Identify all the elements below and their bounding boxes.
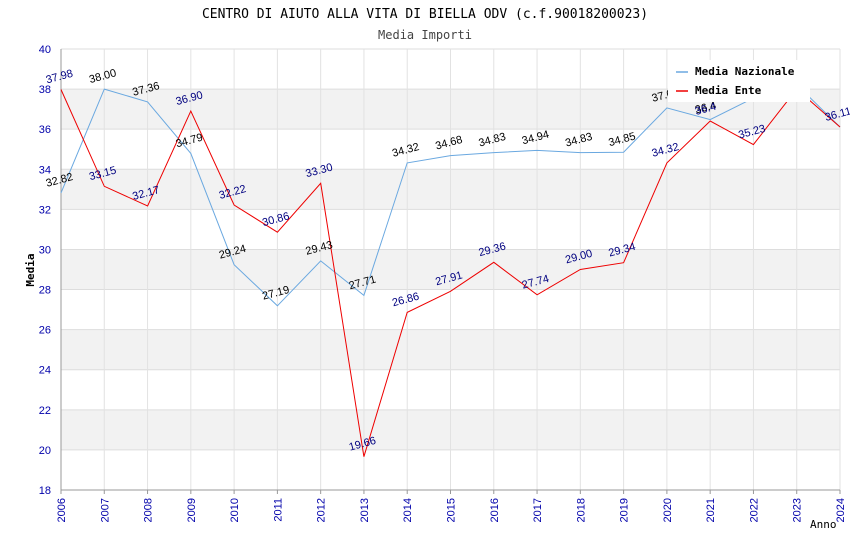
- data-label-media-ente: 26.86: [391, 291, 421, 310]
- data-label-media-nazionale: 34.68: [434, 134, 464, 153]
- x-tick-label: 2012: [316, 498, 328, 522]
- y-tick-label: 40: [39, 44, 51, 56]
- x-tick-label: 2024: [835, 498, 847, 522]
- legend-label-media-nazionale: Media Nazionale: [695, 65, 795, 78]
- data-label-media-nazionale: 34.79: [175, 132, 205, 151]
- x-tick-label: 2007: [99, 498, 111, 522]
- y-tick-label: 36: [39, 124, 51, 136]
- x-tick-label: 2018: [575, 498, 587, 522]
- data-label-media-ente: 37.98: [45, 68, 75, 87]
- x-tick-label: 2021: [705, 498, 717, 522]
- data-label-media-ente: 30.86: [261, 210, 291, 229]
- x-tick-label: 2006: [56, 498, 68, 522]
- series-line-media-ente: [60, 88, 841, 457]
- data-label-media-nazionale: 34.83: [477, 131, 507, 150]
- data-label-media-nazionale: 34.83: [564, 131, 594, 150]
- x-tick-label: 2010: [229, 498, 241, 522]
- data-label-media-nazionale: 36.4: [694, 99, 718, 116]
- x-tick-label: 2008: [143, 498, 155, 522]
- x-tick-label: 2020: [662, 498, 674, 522]
- x-axis-label: Anno: [810, 518, 837, 531]
- x-tick-label: 2019: [619, 498, 631, 522]
- data-label-media-nazionale: 38.00: [88, 67, 118, 86]
- y-tick-label: 38: [39, 84, 51, 96]
- y-tick-labels: 18 20 22 24 26 28 30 32 34 36 38 40: [39, 44, 51, 497]
- y-tick-label: 30: [39, 244, 51, 256]
- x-tick-label: 2022: [748, 498, 760, 522]
- y-tick-label: 34: [39, 164, 51, 176]
- legend-label-media-ente: Media Ente: [695, 84, 762, 97]
- data-label-media-nazionale: 34.94: [521, 129, 551, 148]
- y-tick-label: 32: [39, 204, 51, 216]
- series-line-media-nazionale: [60, 84, 841, 307]
- grid-lines: [60, 48, 841, 491]
- y-tick-label: 28: [39, 285, 51, 297]
- data-label-media-ente: 36.4: [694, 101, 718, 118]
- x-tick-labels: 2006 2007 2008 2009 2010 2011 2012 2013 2014 2015…: [56, 498, 847, 522]
- y-tick-label: 26: [39, 325, 51, 337]
- data-label-media-nazionale: 34.32: [391, 141, 421, 160]
- x-tick-label: 2011: [272, 498, 284, 522]
- x-tick-label: 2023: [792, 498, 804, 522]
- y-tick-label: 24: [39, 365, 51, 377]
- chart-subtitle: Media Importi: [378, 28, 472, 42]
- legend: Media Nazionale Media Ente: [668, 60, 810, 102]
- legend-background: [668, 60, 810, 102]
- data-label-media-ente: 34.32: [651, 141, 681, 160]
- y-axis-label: Media: [24, 253, 37, 286]
- series-lines: [60, 84, 841, 457]
- x-tick-label: 2009: [186, 498, 198, 522]
- x-tick-label: 2014: [402, 498, 414, 522]
- data-label-media-ente: 36.11: [824, 105, 850, 124]
- chart-title: CENTRO DI AIUTO ALLA VITA DI BIELLA ODV …: [202, 7, 648, 22]
- y-tick-label: 20: [39, 445, 51, 457]
- x-tick-label: 2016: [489, 498, 501, 522]
- x-tick-label: 2017: [532, 498, 544, 522]
- x-tick-label: 2015: [446, 498, 458, 522]
- y-tick-label: 18: [39, 485, 51, 497]
- data-label-media-nazionale: 34.85: [607, 130, 637, 149]
- y-tick-label: 22: [39, 405, 51, 417]
- x-tick-label: 2013: [359, 498, 371, 522]
- axes: [60, 49, 841, 494]
